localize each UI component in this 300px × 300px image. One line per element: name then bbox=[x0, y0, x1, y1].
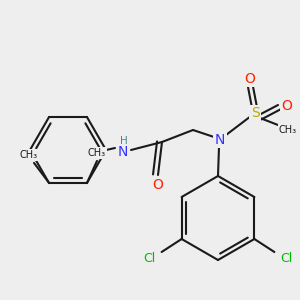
Text: S: S bbox=[250, 106, 260, 120]
Text: N: N bbox=[118, 145, 128, 159]
Text: Cl: Cl bbox=[143, 253, 156, 266]
Text: CH₃: CH₃ bbox=[279, 125, 297, 135]
Text: O: O bbox=[282, 99, 292, 113]
Text: O: O bbox=[153, 178, 164, 192]
Text: O: O bbox=[244, 72, 255, 86]
Text: Cl: Cl bbox=[280, 253, 292, 266]
Text: N: N bbox=[215, 133, 225, 147]
Text: H: H bbox=[120, 136, 128, 146]
Text: CH₃: CH₃ bbox=[20, 150, 38, 160]
Text: CH₃: CH₃ bbox=[88, 148, 106, 158]
